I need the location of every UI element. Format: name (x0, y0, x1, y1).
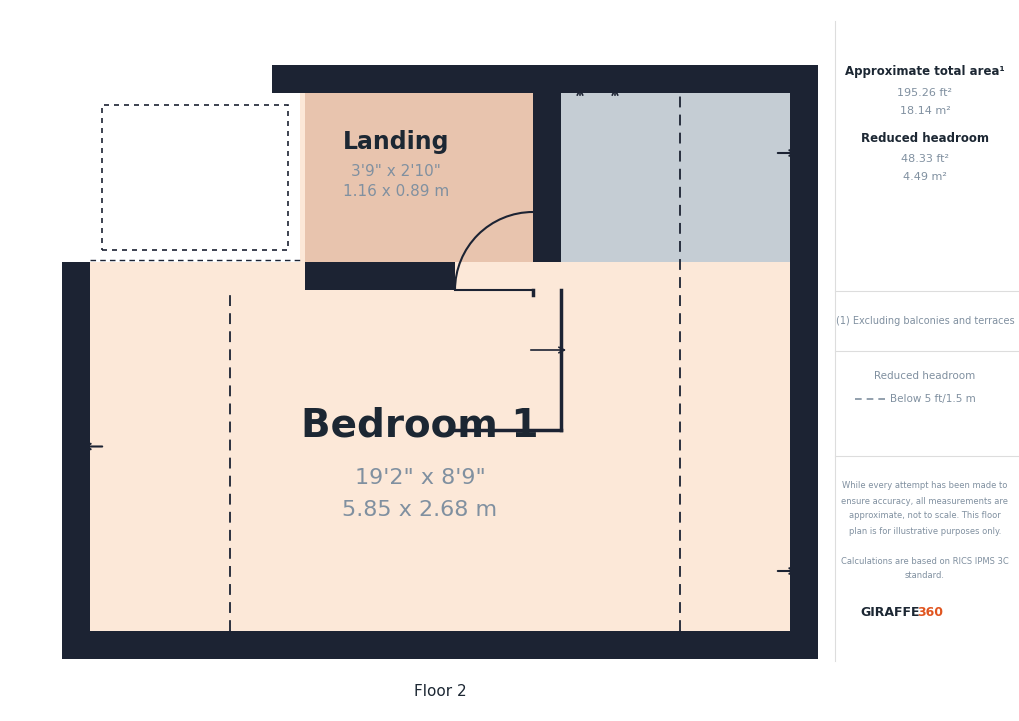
Text: 1.16 x 0.89 m: 1.16 x 0.89 m (342, 184, 449, 199)
Bar (62, 65, 272, 290)
Text: Below 5 ft/1.5 m: Below 5 ft/1.5 m (890, 394, 975, 404)
Bar (102, 105, 287, 250)
Text: GIRAFFE: GIRAFFE (860, 606, 919, 619)
Text: standard.: standard. (904, 570, 944, 580)
Bar (305, 262, 454, 290)
Text: Calculations are based on RICS IPMS 3C: Calculations are based on RICS IPMS 3C (841, 557, 1008, 565)
Text: plan is for illustrative purposes only.: plan is for illustrative purposes only. (848, 526, 1001, 536)
Text: 18.14 m²: 18.14 m² (899, 106, 950, 116)
Bar (62, 262, 272, 290)
Text: 5.85 x 2.68 m: 5.85 x 2.68 m (342, 500, 497, 521)
Bar (305, 93, 533, 262)
Bar (533, 93, 560, 262)
Text: Bedroom 1: Bedroom 1 (301, 407, 538, 445)
Text: 19'2" x 8'9": 19'2" x 8'9" (355, 469, 485, 489)
Bar (90, 93, 300, 262)
Text: Approximate total area¹: Approximate total area¹ (845, 64, 1004, 77)
Text: Reduced headroom: Reduced headroom (873, 371, 974, 381)
Bar (272, 65, 300, 290)
Bar (90, 93, 790, 631)
Text: (1) Excluding balconies and terraces: (1) Excluding balconies and terraces (835, 316, 1013, 326)
Text: Reduced headroom: Reduced headroom (860, 133, 988, 146)
Text: 195.26 ft²: 195.26 ft² (897, 88, 952, 98)
Text: Floor 2: Floor 2 (414, 684, 466, 699)
Text: 48.33 ft²: 48.33 ft² (900, 154, 948, 164)
Text: Landing: Landing (342, 131, 449, 154)
Text: ensure accuracy, all measurements are: ensure accuracy, all measurements are (841, 497, 1008, 505)
Text: 4.49 m²: 4.49 m² (902, 172, 946, 182)
Bar (62, 65, 817, 659)
Text: 3'9" x 2'10": 3'9" x 2'10" (351, 164, 440, 179)
Text: While every attempt has been made to: While every attempt has been made to (842, 482, 1007, 490)
Text: approximate, not to scale. This floor: approximate, not to scale. This floor (848, 511, 1000, 521)
Bar (560, 93, 790, 262)
Text: 360: 360 (916, 606, 943, 619)
